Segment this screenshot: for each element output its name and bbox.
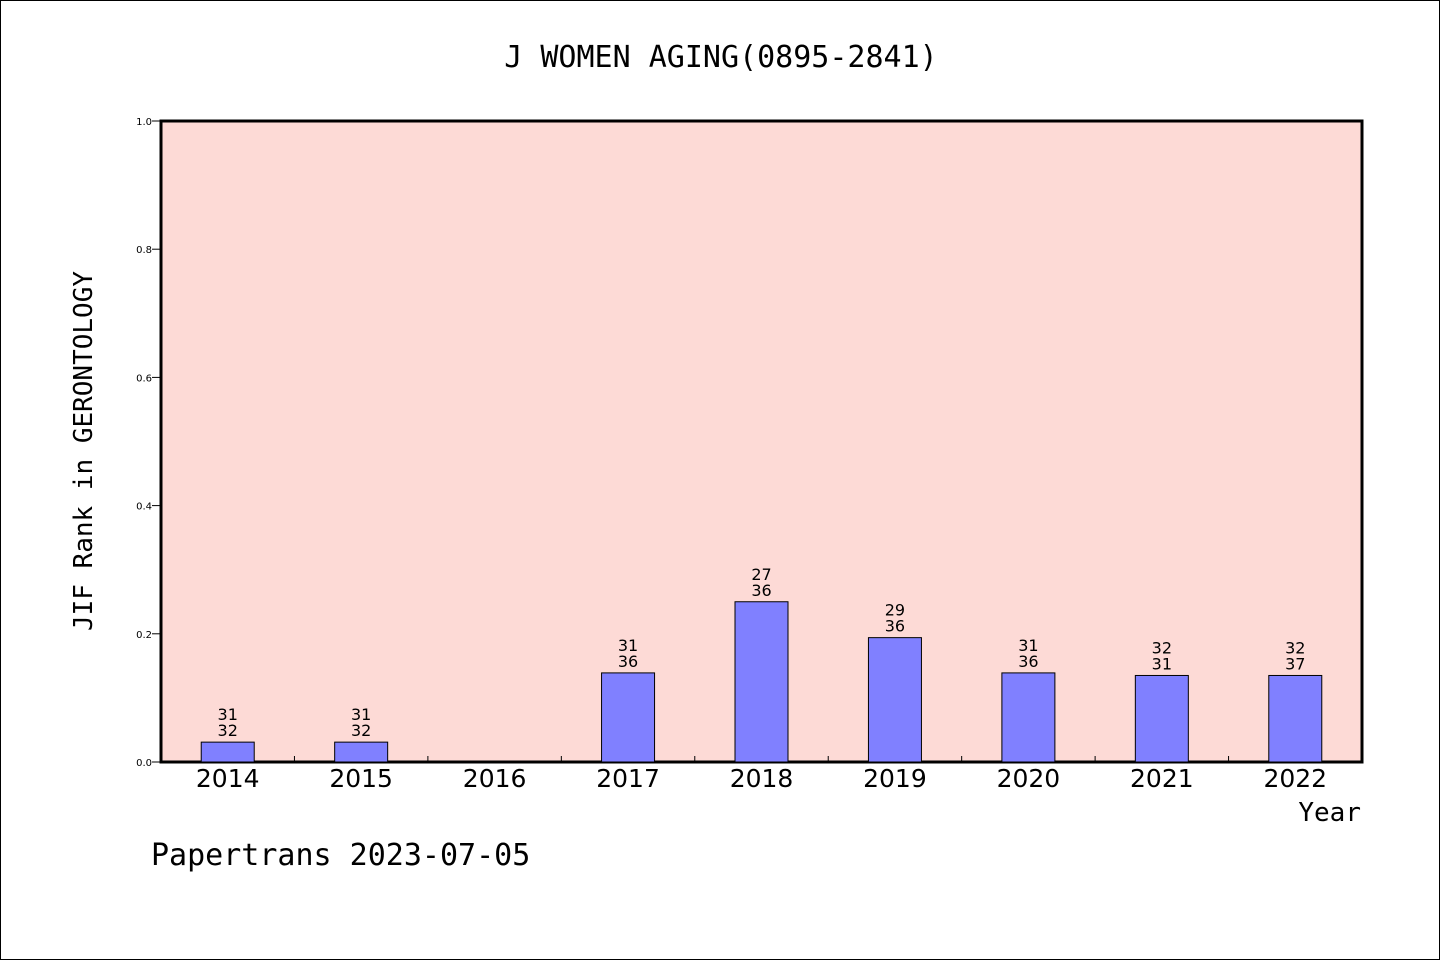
y-tick-label: 0.6 — [136, 373, 152, 384]
data-label-rank: 32 — [1285, 638, 1305, 657]
x-tick-label: 2014 — [196, 764, 260, 793]
y-axis-label: JIF Rank in GERONTOLOGY — [69, 271, 99, 631]
data-label-total: 36 — [618, 652, 638, 671]
x-tick-label: 2016 — [463, 764, 527, 793]
x-tick-label: 2019 — [863, 764, 927, 793]
x-tick-label: 2021 — [1130, 764, 1194, 793]
x-tick-label: 2022 — [1263, 764, 1327, 793]
data-label-rank: 29 — [885, 601, 905, 620]
footer-watermark: Papertrans 2023-07-05 — [151, 838, 530, 873]
bar-series — [200, 601, 1323, 763]
bar — [734, 601, 789, 763]
data-label-total: 32 — [218, 721, 238, 740]
data-label-total: 36 — [751, 581, 771, 600]
bar — [334, 741, 389, 763]
bar — [1001, 672, 1056, 763]
data-label-total: 36 — [885, 617, 905, 636]
bar — [200, 741, 255, 763]
bar — [867, 637, 922, 763]
data-label-total: 37 — [1285, 654, 1305, 673]
y-tick-label: 0.8 — [136, 245, 152, 256]
data-label-rank: 27 — [751, 565, 771, 584]
x-tick-label: 2018 — [730, 764, 794, 793]
bar — [1268, 674, 1323, 763]
y-tick-label: 0.4 — [136, 502, 152, 513]
bar — [601, 672, 656, 763]
data-label-total: 32 — [351, 721, 371, 740]
x-axis-label: Year — [1298, 798, 1361, 828]
x-tick-label: 2020 — [997, 764, 1061, 793]
bar — [1134, 674, 1189, 763]
y-axis: 0.0 0.2 0.4 0.6 0.8 1.0 — [136, 117, 161, 769]
data-label-total: 31 — [1152, 654, 1172, 673]
data-label-rank: 31 — [1018, 636, 1038, 655]
data-label-total: 36 — [1018, 652, 1038, 671]
x-axis: 2014 2015 2016 2017 2018 2019 2020 2021 2022 — [196, 756, 1327, 793]
data-label-rank: 31 — [351, 705, 371, 724]
data-label-rank: 31 — [618, 636, 638, 655]
y-tick-label: 1.0 — [136, 117, 152, 128]
data-label-rank: 31 — [218, 705, 238, 724]
data-label-rank: 32 — [1152, 638, 1172, 657]
y-tick-label: 0.0 — [136, 758, 152, 769]
x-tick-label: 2015 — [329, 764, 393, 793]
chart-title: J WOMEN AGING(0895-2841) — [504, 40, 937, 75]
x-tick-label: 2017 — [596, 764, 660, 793]
y-tick-label: 0.2 — [136, 630, 152, 641]
